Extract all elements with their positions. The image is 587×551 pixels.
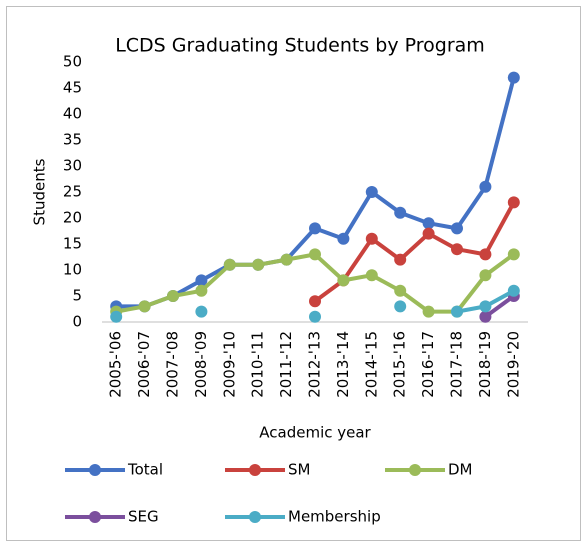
- data-point: [365, 232, 378, 245]
- x-tick-label: 2016-'17: [419, 331, 437, 398]
- y-tick-label: 10: [63, 261, 82, 279]
- x-tick-label: 2019-'20: [504, 331, 522, 398]
- data-point: [394, 206, 407, 219]
- y-tick-label: 50: [63, 53, 82, 71]
- legend-marker: [89, 464, 101, 476]
- x-tick-label: 2012-'13: [306, 331, 324, 398]
- data-point: [309, 295, 321, 308]
- data-point: [422, 305, 435, 318]
- data-point: [479, 269, 492, 282]
- y-tick-label: 20: [63, 209, 82, 227]
- data-point: [365, 186, 378, 198]
- data-point: [252, 258, 265, 271]
- x-tick-label: 2009-'10: [220, 331, 238, 398]
- y-tick-label: 25: [63, 183, 82, 201]
- data-point: [337, 232, 350, 245]
- data-point: [309, 310, 321, 323]
- legend-marker: [249, 464, 261, 476]
- y-tick-label: 0: [72, 313, 82, 331]
- chart-title: LCDS Graduating Students by Program: [115, 35, 485, 57]
- data-point: [422, 227, 435, 240]
- x-tick-label: 2018-'19: [476, 331, 494, 398]
- x-tick-label: 2005-'06: [107, 331, 125, 398]
- x-axis-title: Academic year: [259, 424, 371, 442]
- x-tick-label: 2015-'16: [391, 331, 409, 398]
- data-point: [479, 310, 492, 323]
- x-tick-label: 2017-'18: [448, 331, 466, 398]
- x-tick-label: 2006-'07: [135, 331, 153, 398]
- data-point: [394, 300, 407, 313]
- y-tick-label: 45: [63, 79, 82, 97]
- data-point: [309, 248, 321, 261]
- data-point: [479, 248, 492, 261]
- y-tick-label: 15: [63, 235, 82, 253]
- legend-label: SM: [288, 461, 310, 479]
- legend-marker: [89, 511, 101, 523]
- legend-marker: [249, 511, 261, 523]
- data-point: [507, 196, 520, 209]
- data-point: [394, 253, 407, 266]
- data-point: [280, 253, 293, 266]
- y-tick-label: 40: [63, 105, 82, 123]
- data-point: [479, 300, 492, 313]
- y-tick-label: 5: [72, 287, 82, 305]
- legend-label: Total: [127, 461, 163, 479]
- data-point: [195, 305, 208, 318]
- data-point: [110, 310, 123, 323]
- y-tick-label: 35: [63, 131, 82, 149]
- legend-label: SEG: [128, 508, 159, 526]
- data-point: [337, 274, 350, 287]
- data-point: [507, 284, 520, 297]
- y-axis-title: Students: [31, 158, 49, 225]
- data-point: [479, 180, 492, 193]
- x-tick-label: 2014-'15: [362, 331, 380, 398]
- x-tick-label: 2010-'11: [249, 331, 267, 398]
- data-point: [451, 305, 463, 318]
- x-tick-label: 2008-'09: [192, 331, 210, 398]
- x-tick-label: 2011-'12: [277, 331, 295, 398]
- x-tick-label: 2013-'14: [334, 331, 352, 398]
- data-point: [167, 290, 179, 302]
- data-point: [195, 274, 208, 287]
- data-point: [451, 243, 463, 256]
- data-point: [223, 258, 236, 271]
- data-point: [365, 269, 378, 282]
- x-tick-label: 2007-'08: [164, 331, 182, 398]
- data-point: [195, 284, 208, 297]
- data-point: [507, 71, 520, 84]
- data-point: [138, 300, 151, 313]
- data-point: [394, 284, 407, 297]
- data-point: [309, 222, 321, 235]
- legend-label: Membership: [288, 508, 381, 526]
- data-point: [451, 222, 463, 235]
- data-point: [507, 248, 520, 261]
- data-point: [422, 217, 435, 230]
- legend-label: DM: [448, 461, 473, 479]
- y-tick-label: 30: [63, 157, 82, 175]
- legend-marker: [409, 464, 421, 476]
